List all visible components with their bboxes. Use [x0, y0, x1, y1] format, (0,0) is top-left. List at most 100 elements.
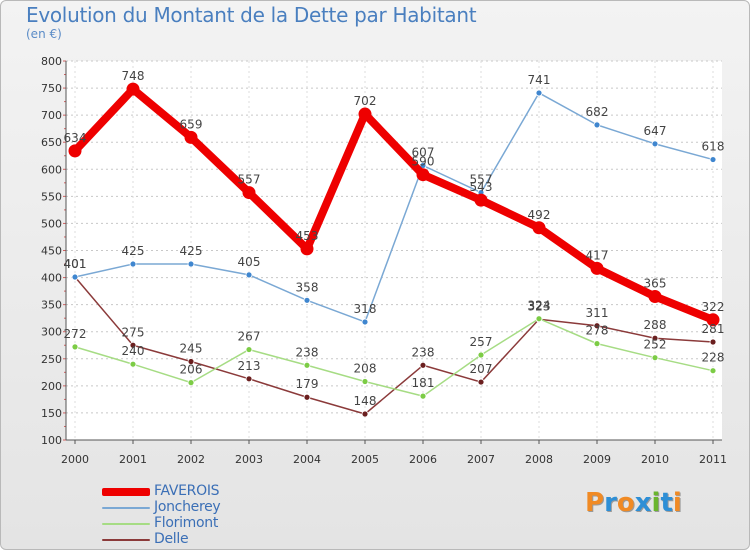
- data-point-faverois: [184, 130, 198, 144]
- y-tick-label: 600: [41, 163, 62, 176]
- data-point-joncherey: [535, 89, 543, 97]
- data-label-delle: 323: [528, 299, 551, 313]
- data-point-faverois: [474, 193, 488, 207]
- data-label-joncherey: 741: [528, 73, 551, 87]
- legend-label-faverois: FAVEROIS: [154, 483, 220, 499]
- data-point-faverois: [416, 168, 430, 182]
- series-line-delle: [74, 276, 714, 415]
- data-point-delle: [187, 358, 195, 365]
- logo-letter: P: [585, 488, 605, 518]
- data-point-faverois: [242, 186, 256, 200]
- data-point-faverois: [358, 107, 372, 121]
- data-point-delle: [593, 322, 601, 330]
- data-label-florimont: 324: [528, 299, 551, 313]
- data-point-delle: [477, 378, 485, 386]
- x-tick-label: 2002: [177, 453, 205, 466]
- y-tick-label: 100: [41, 434, 62, 447]
- data-point-faverois: [300, 242, 314, 256]
- y-tick-label: 700: [41, 109, 62, 122]
- proxiti-logo: Proxiti: [585, 488, 682, 518]
- data-label-florimont: 238: [296, 345, 319, 359]
- y-tick-label: 400: [41, 272, 62, 285]
- data-point-faverois: [648, 290, 662, 304]
- data-point-florimont: [245, 346, 253, 353]
- data-point-florimont: [361, 378, 369, 385]
- data-point-delle: [361, 410, 369, 418]
- data-point-joncherey: [593, 121, 601, 129]
- data-point-joncherey: [709, 156, 717, 163]
- data-label-joncherey: 607: [412, 145, 435, 159]
- y-tick-label: 150: [41, 407, 62, 420]
- data-label-delle: 179: [296, 377, 319, 391]
- data-label-delle: 148: [354, 394, 377, 408]
- data-point-delle: [129, 341, 137, 349]
- y-tick-label: 450: [41, 245, 62, 258]
- x-tick-label: 2006: [409, 453, 437, 466]
- legend-swatch-delle: [102, 539, 150, 541]
- data-label-joncherey: 425: [180, 244, 203, 258]
- legend: FAVEROIS Joncherey Florimont Delle: [102, 483, 302, 548]
- data-label-delle: 213: [238, 359, 261, 373]
- x-tick-label: 2003: [235, 453, 263, 466]
- data-label-delle: 281: [702, 322, 725, 336]
- data-label-florimont: 257: [470, 335, 493, 349]
- data-label-faverois: 453: [296, 229, 319, 243]
- data-label-faverois: 365: [644, 277, 667, 291]
- data-label-faverois: 417: [586, 248, 609, 262]
- data-label-florimont: 208: [354, 362, 377, 376]
- legend-label-delle: Delle: [154, 531, 189, 547]
- data-point-joncherey: [651, 140, 659, 148]
- y-tick-label: 550: [41, 190, 62, 203]
- series-line-florimont: [74, 317, 714, 397]
- data-label-faverois: 543: [470, 180, 493, 194]
- data-point-delle: [709, 338, 717, 346]
- data-label-delle: 245: [180, 341, 203, 355]
- data-point-delle: [303, 393, 311, 401]
- data-label-joncherey: 318: [354, 302, 377, 316]
- data-label-joncherey: 425: [122, 244, 145, 258]
- data-point-florimont: [535, 315, 543, 323]
- x-tick-label: 2000: [61, 453, 89, 466]
- x-tick-label: 2010: [641, 453, 669, 466]
- legend-swatch-florimont: [102, 523, 150, 525]
- data-label-joncherey: 557: [470, 173, 493, 187]
- legend-label-joncherey: Joncherey: [154, 499, 221, 515]
- x-tick-label: 2011: [699, 453, 727, 466]
- legend-swatch-joncherey: [102, 507, 150, 509]
- data-label-delle: 311: [586, 306, 609, 320]
- x-tick-label: 2005: [351, 453, 379, 466]
- data-label-joncherey: 401: [64, 257, 87, 271]
- logo-letter: t: [660, 488, 673, 518]
- data-label-delle: 401: [64, 257, 87, 271]
- data-label-florimont: 267: [238, 330, 261, 344]
- y-tick-label: 500: [41, 217, 62, 230]
- data-label-florimont: 240: [122, 344, 145, 358]
- data-label-florimont: 252: [644, 338, 667, 352]
- legend-item-florimont: Florimont: [102, 515, 302, 532]
- logo-letter: i: [651, 488, 661, 518]
- logo-letter: i: [672, 488, 682, 518]
- data-point-faverois: [590, 261, 604, 275]
- series-line-faverois: [71, 85, 717, 324]
- x-tick-label: 2004: [293, 453, 321, 466]
- x-tick-label: 2001: [119, 453, 147, 466]
- y-tick-label: 350: [41, 299, 62, 312]
- data-label-joncherey: 405: [238, 255, 261, 269]
- data-point-florimont: [709, 367, 717, 375]
- data-label-joncherey: 358: [296, 280, 319, 294]
- logo-letter: r: [604, 488, 617, 518]
- y-tick-label: 750: [41, 82, 62, 95]
- data-point-florimont: [477, 351, 485, 359]
- data-label-delle: 238: [412, 345, 435, 359]
- data-label-florimont: 181: [412, 376, 435, 390]
- y-tick-label: 650: [41, 136, 62, 149]
- legend-item-faverois: FAVEROIS: [102, 483, 302, 500]
- data-label-faverois: 634: [64, 131, 87, 145]
- legend-swatch-faverois: [102, 488, 150, 496]
- chart-title: Evolution du Montant de la Dette par Hab…: [26, 3, 477, 27]
- data-point-joncherey: [245, 271, 253, 279]
- data-point-delle: [651, 334, 659, 342]
- data-point-faverois: [532, 221, 546, 235]
- data-label-faverois: 557: [238, 173, 261, 187]
